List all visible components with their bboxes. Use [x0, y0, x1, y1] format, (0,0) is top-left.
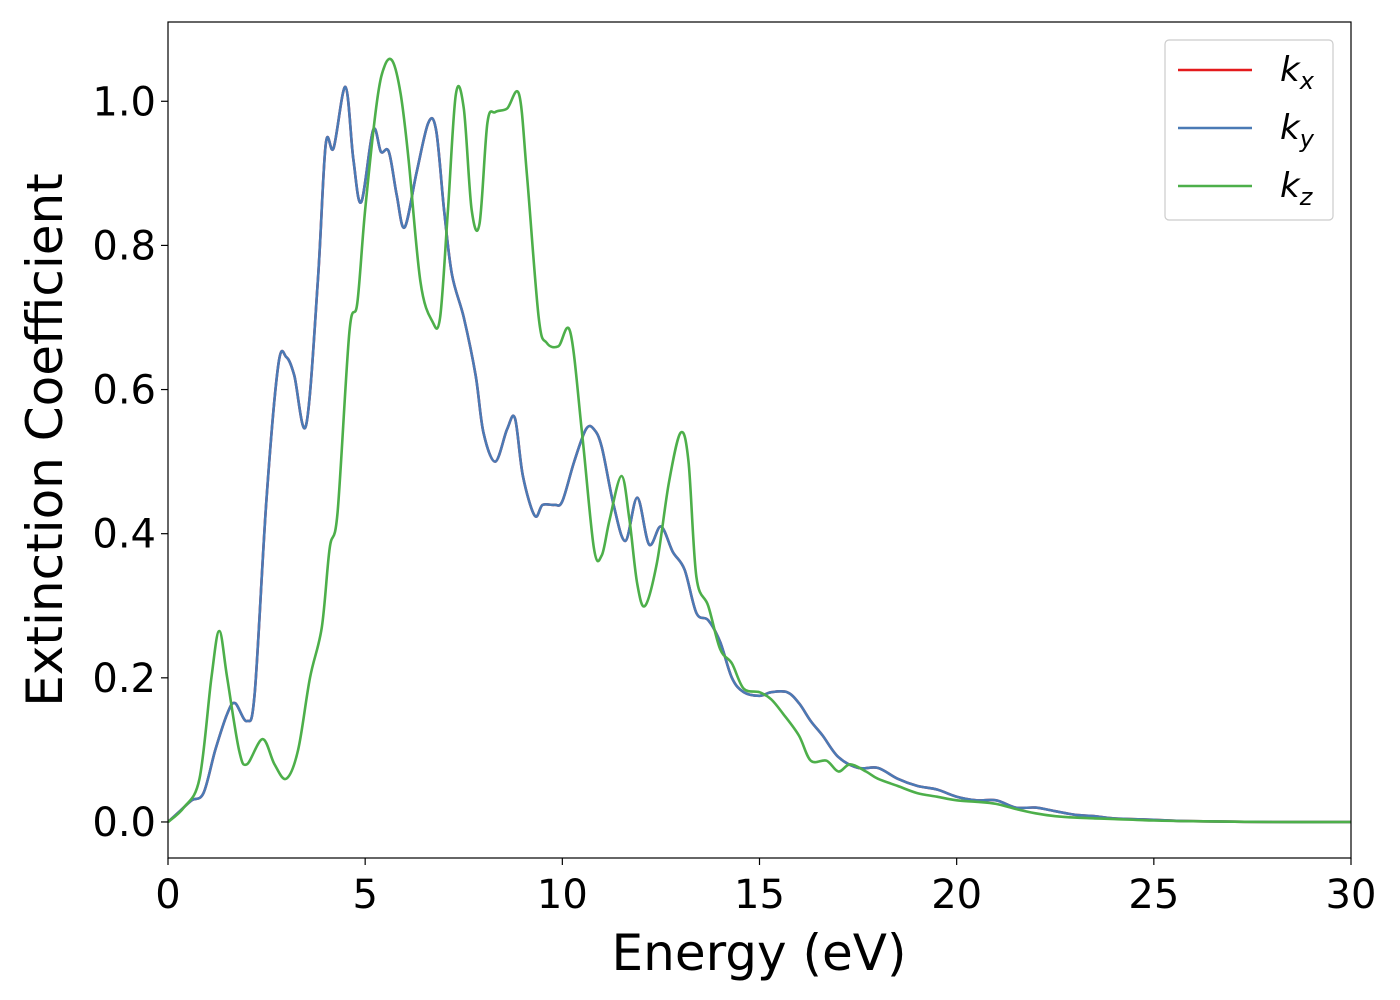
x-tick-label: 0: [155, 872, 180, 918]
series-line-y: [168, 85, 1351, 824]
x-axis-label: Energy (eV): [612, 924, 907, 982]
x-tick-label: 5: [352, 872, 377, 918]
y-tick-label: 1.0: [92, 79, 156, 125]
y-tick-label: 0.6: [92, 368, 156, 414]
legend: kx ky kz: [1164, 39, 1334, 221]
x-tick-label: 15: [734, 872, 785, 918]
y-tick-label: 0.8: [92, 223, 156, 269]
x-axis-ticks: 0 5 10 15 20 25 30: [155, 858, 1376, 918]
y-axis-ticks: 0.0 0.2 0.4 0.6 0.8 1.0: [92, 79, 168, 846]
y-tick-label: 0.0: [92, 800, 156, 846]
series-lines: [168, 57, 1351, 824]
x-tick-label: 25: [1128, 872, 1179, 918]
y-tick-label: 0.2: [92, 656, 156, 702]
legend-label-z: kz: [1280, 166, 1314, 211]
legend-box: [1164, 39, 1334, 221]
y-tick-label: 0.4: [92, 512, 156, 558]
legend-label-x: kx: [1280, 50, 1315, 95]
legend-label-y: ky: [1280, 108, 1315, 153]
y-axis-label: Extinction Coefficient: [16, 173, 74, 707]
series-line-z: [168, 57, 1351, 824]
x-tick-label: 20: [931, 872, 982, 918]
x-tick-label: 10: [537, 872, 588, 918]
x-tick-label: 30: [1326, 872, 1377, 918]
plot-area: [168, 22, 1351, 858]
